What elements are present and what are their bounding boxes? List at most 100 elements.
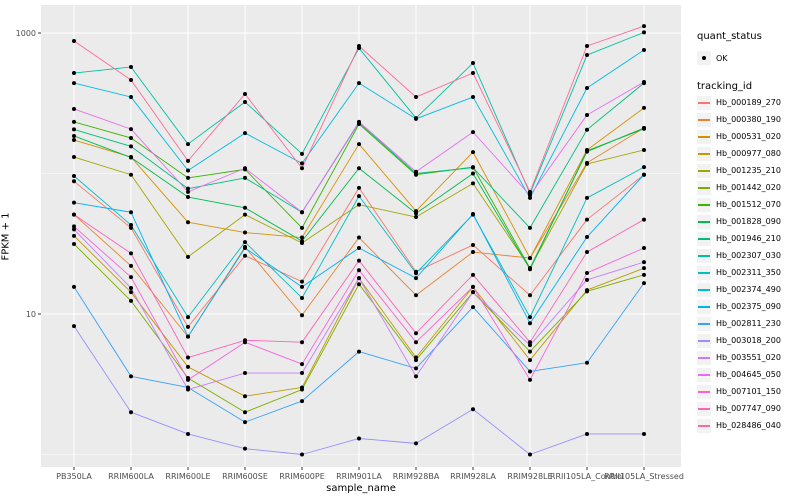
data-point — [642, 172, 646, 177]
data-point — [186, 431, 190, 436]
data-point — [300, 399, 304, 404]
series-line-icon — [698, 424, 710, 427]
data-point — [528, 315, 532, 320]
legend-item-Hb_001828_090: Hb_001828_090 — [697, 213, 800, 230]
data-point — [243, 131, 247, 136]
data-point — [72, 71, 76, 76]
legend-item-Hb_001512_070: Hb_001512_070 — [697, 196, 800, 213]
data-point — [585, 277, 589, 282]
data-point — [129, 222, 133, 227]
data-point — [72, 241, 76, 246]
data-point — [528, 189, 532, 194]
series-line-icon — [698, 118, 710, 121]
legend-item-Hb_003551_020: Hb_003551_020 — [697, 349, 800, 366]
data-point — [300, 279, 304, 284]
legend-item-Hb_001235_210: Hb_001235_210 — [697, 162, 800, 179]
data-point — [357, 194, 361, 199]
data-point — [129, 290, 133, 295]
data-point — [72, 119, 76, 124]
data-point — [414, 211, 418, 216]
data-point — [72, 284, 76, 289]
data-point — [129, 275, 133, 280]
data-point — [357, 81, 361, 86]
data-point — [414, 374, 418, 379]
data-point — [243, 410, 247, 415]
data-point — [414, 95, 418, 100]
x-tick-label: RRIM600LA — [108, 472, 154, 481]
data-point — [129, 155, 133, 160]
legend-item-Hb_002374_490: Hb_002374_490 — [697, 281, 800, 298]
data-point — [129, 135, 133, 140]
series-label: Hb_003551_020 — [716, 353, 781, 362]
data-point — [129, 374, 133, 379]
data-point — [129, 225, 133, 230]
series-line-icon — [698, 339, 710, 342]
data-point — [471, 272, 475, 277]
legend-item-Hb_028486_040: Hb_028486_040 — [697, 417, 800, 434]
series-color-swatch — [697, 265, 711, 280]
data-point — [186, 334, 190, 339]
series-color-swatch — [697, 112, 711, 127]
data-point — [300, 284, 304, 289]
data-point — [642, 79, 646, 84]
x-tick-label: RRIM600PE — [279, 472, 325, 481]
series-label: Hb_001828_090 — [716, 217, 781, 226]
quant-status-legend-title: quant_status — [697, 31, 762, 42]
data-point — [642, 47, 646, 52]
data-point — [471, 165, 475, 170]
data-point — [186, 355, 190, 360]
data-point — [642, 165, 646, 170]
series-color-swatch — [697, 214, 711, 229]
data-point — [585, 217, 589, 222]
data-point — [471, 130, 475, 135]
legend-item-Hb_000531_020: Hb_000531_020 — [697, 128, 800, 145]
data-point — [72, 173, 76, 178]
data-point — [585, 161, 589, 166]
data-point — [186, 324, 190, 329]
legend-item-Hb_007747_090: Hb_007747_090 — [697, 400, 800, 417]
data-point — [300, 225, 304, 230]
data-point — [72, 133, 76, 138]
data-point — [585, 360, 589, 365]
series-color-swatch — [697, 180, 711, 195]
x-tick-label: RRIM901LA — [336, 472, 382, 481]
data-point — [642, 105, 646, 110]
data-point — [357, 268, 361, 273]
data-point — [300, 295, 304, 300]
series-color-swatch — [697, 401, 711, 416]
data-point — [186, 168, 190, 173]
data-point — [528, 452, 532, 457]
data-point — [129, 263, 133, 268]
data-point — [243, 166, 247, 171]
data-point — [72, 324, 76, 329]
data-point — [243, 394, 247, 399]
series-line-icon — [698, 220, 710, 223]
series-color-swatch — [697, 146, 711, 161]
data-point — [129, 77, 133, 82]
x-tick-label: RRIM928BA — [393, 472, 440, 481]
legend-item-Hb_000189_270: Hb_000189_270 — [697, 94, 800, 111]
x-tick-label: RRII105LA_Stressed — [604, 472, 684, 481]
data-point — [414, 215, 418, 220]
data-points — [72, 24, 646, 457]
series-color-swatch — [697, 197, 711, 212]
data-point — [642, 431, 646, 436]
x-tick-label: RRIM928LA — [450, 472, 496, 481]
data-point — [72, 39, 76, 44]
series-line-icon — [698, 288, 710, 291]
data-point — [585, 53, 589, 58]
series-color-swatch — [697, 282, 711, 297]
data-point — [243, 91, 247, 96]
legend-item-Hb_001442_020: Hb_001442_020 — [697, 179, 800, 196]
data-point — [528, 377, 532, 382]
data-point — [129, 172, 133, 177]
data-point — [471, 407, 475, 412]
legend-item-Hb_002307_030: Hb_002307_030 — [697, 247, 800, 264]
data-point — [357, 245, 361, 250]
data-point — [72, 227, 76, 232]
data-point — [642, 266, 646, 271]
gridlines — [41, 5, 681, 467]
series-label: Hb_002307_030 — [716, 251, 781, 260]
data-point — [414, 293, 418, 298]
